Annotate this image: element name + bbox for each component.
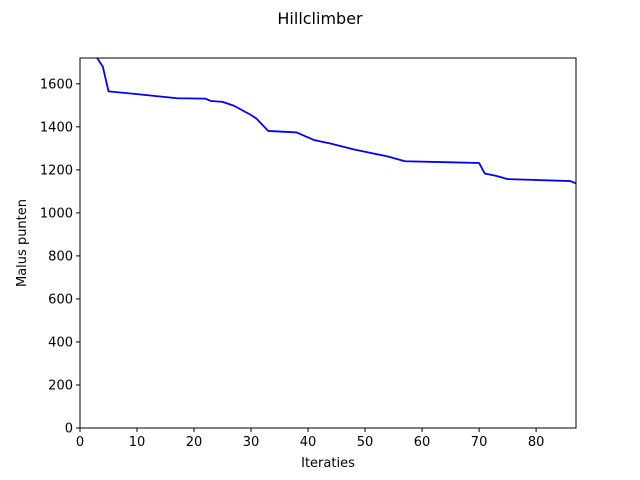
- x-tick-label: 0: [76, 435, 84, 450]
- x-tick-label: 60: [414, 435, 431, 450]
- y-tick-label: 1400: [40, 120, 73, 135]
- x-tick-label: 70: [471, 435, 488, 450]
- x-tick-label: 80: [528, 435, 545, 450]
- x-tick-label: 30: [243, 435, 260, 450]
- y-tick-label: 1000: [40, 206, 73, 221]
- y-tick-label: 200: [48, 378, 73, 393]
- chart-title: Hillclimber: [277, 9, 363, 28]
- plot-frame: [79, 57, 577, 429]
- y-tick-label: 800: [48, 249, 73, 264]
- y-tick-label: 600: [48, 292, 73, 307]
- y-tick-label: 1600: [40, 77, 73, 92]
- x-tick-label: 50: [357, 435, 374, 450]
- x-tick-label: 10: [129, 435, 146, 450]
- x-tick-label: 40: [300, 435, 317, 450]
- y-tick-label: 1200: [40, 163, 73, 178]
- y-tick-label: 0: [65, 422, 73, 437]
- series-line-0: [96, 58, 576, 185]
- y-tick-label: 400: [48, 335, 73, 350]
- plot-area: [96, 58, 576, 185]
- y-axis-label: Malus punten: [15, 199, 30, 287]
- y-axis: 0 200 400 600 800 1000 1200 1400 1600: [40, 77, 80, 437]
- x-axis: 0 10 20 30 40 50 60 70 80: [76, 428, 545, 450]
- x-axis-label: Iteraties: [301, 456, 355, 471]
- x-tick-label: 20: [186, 435, 203, 450]
